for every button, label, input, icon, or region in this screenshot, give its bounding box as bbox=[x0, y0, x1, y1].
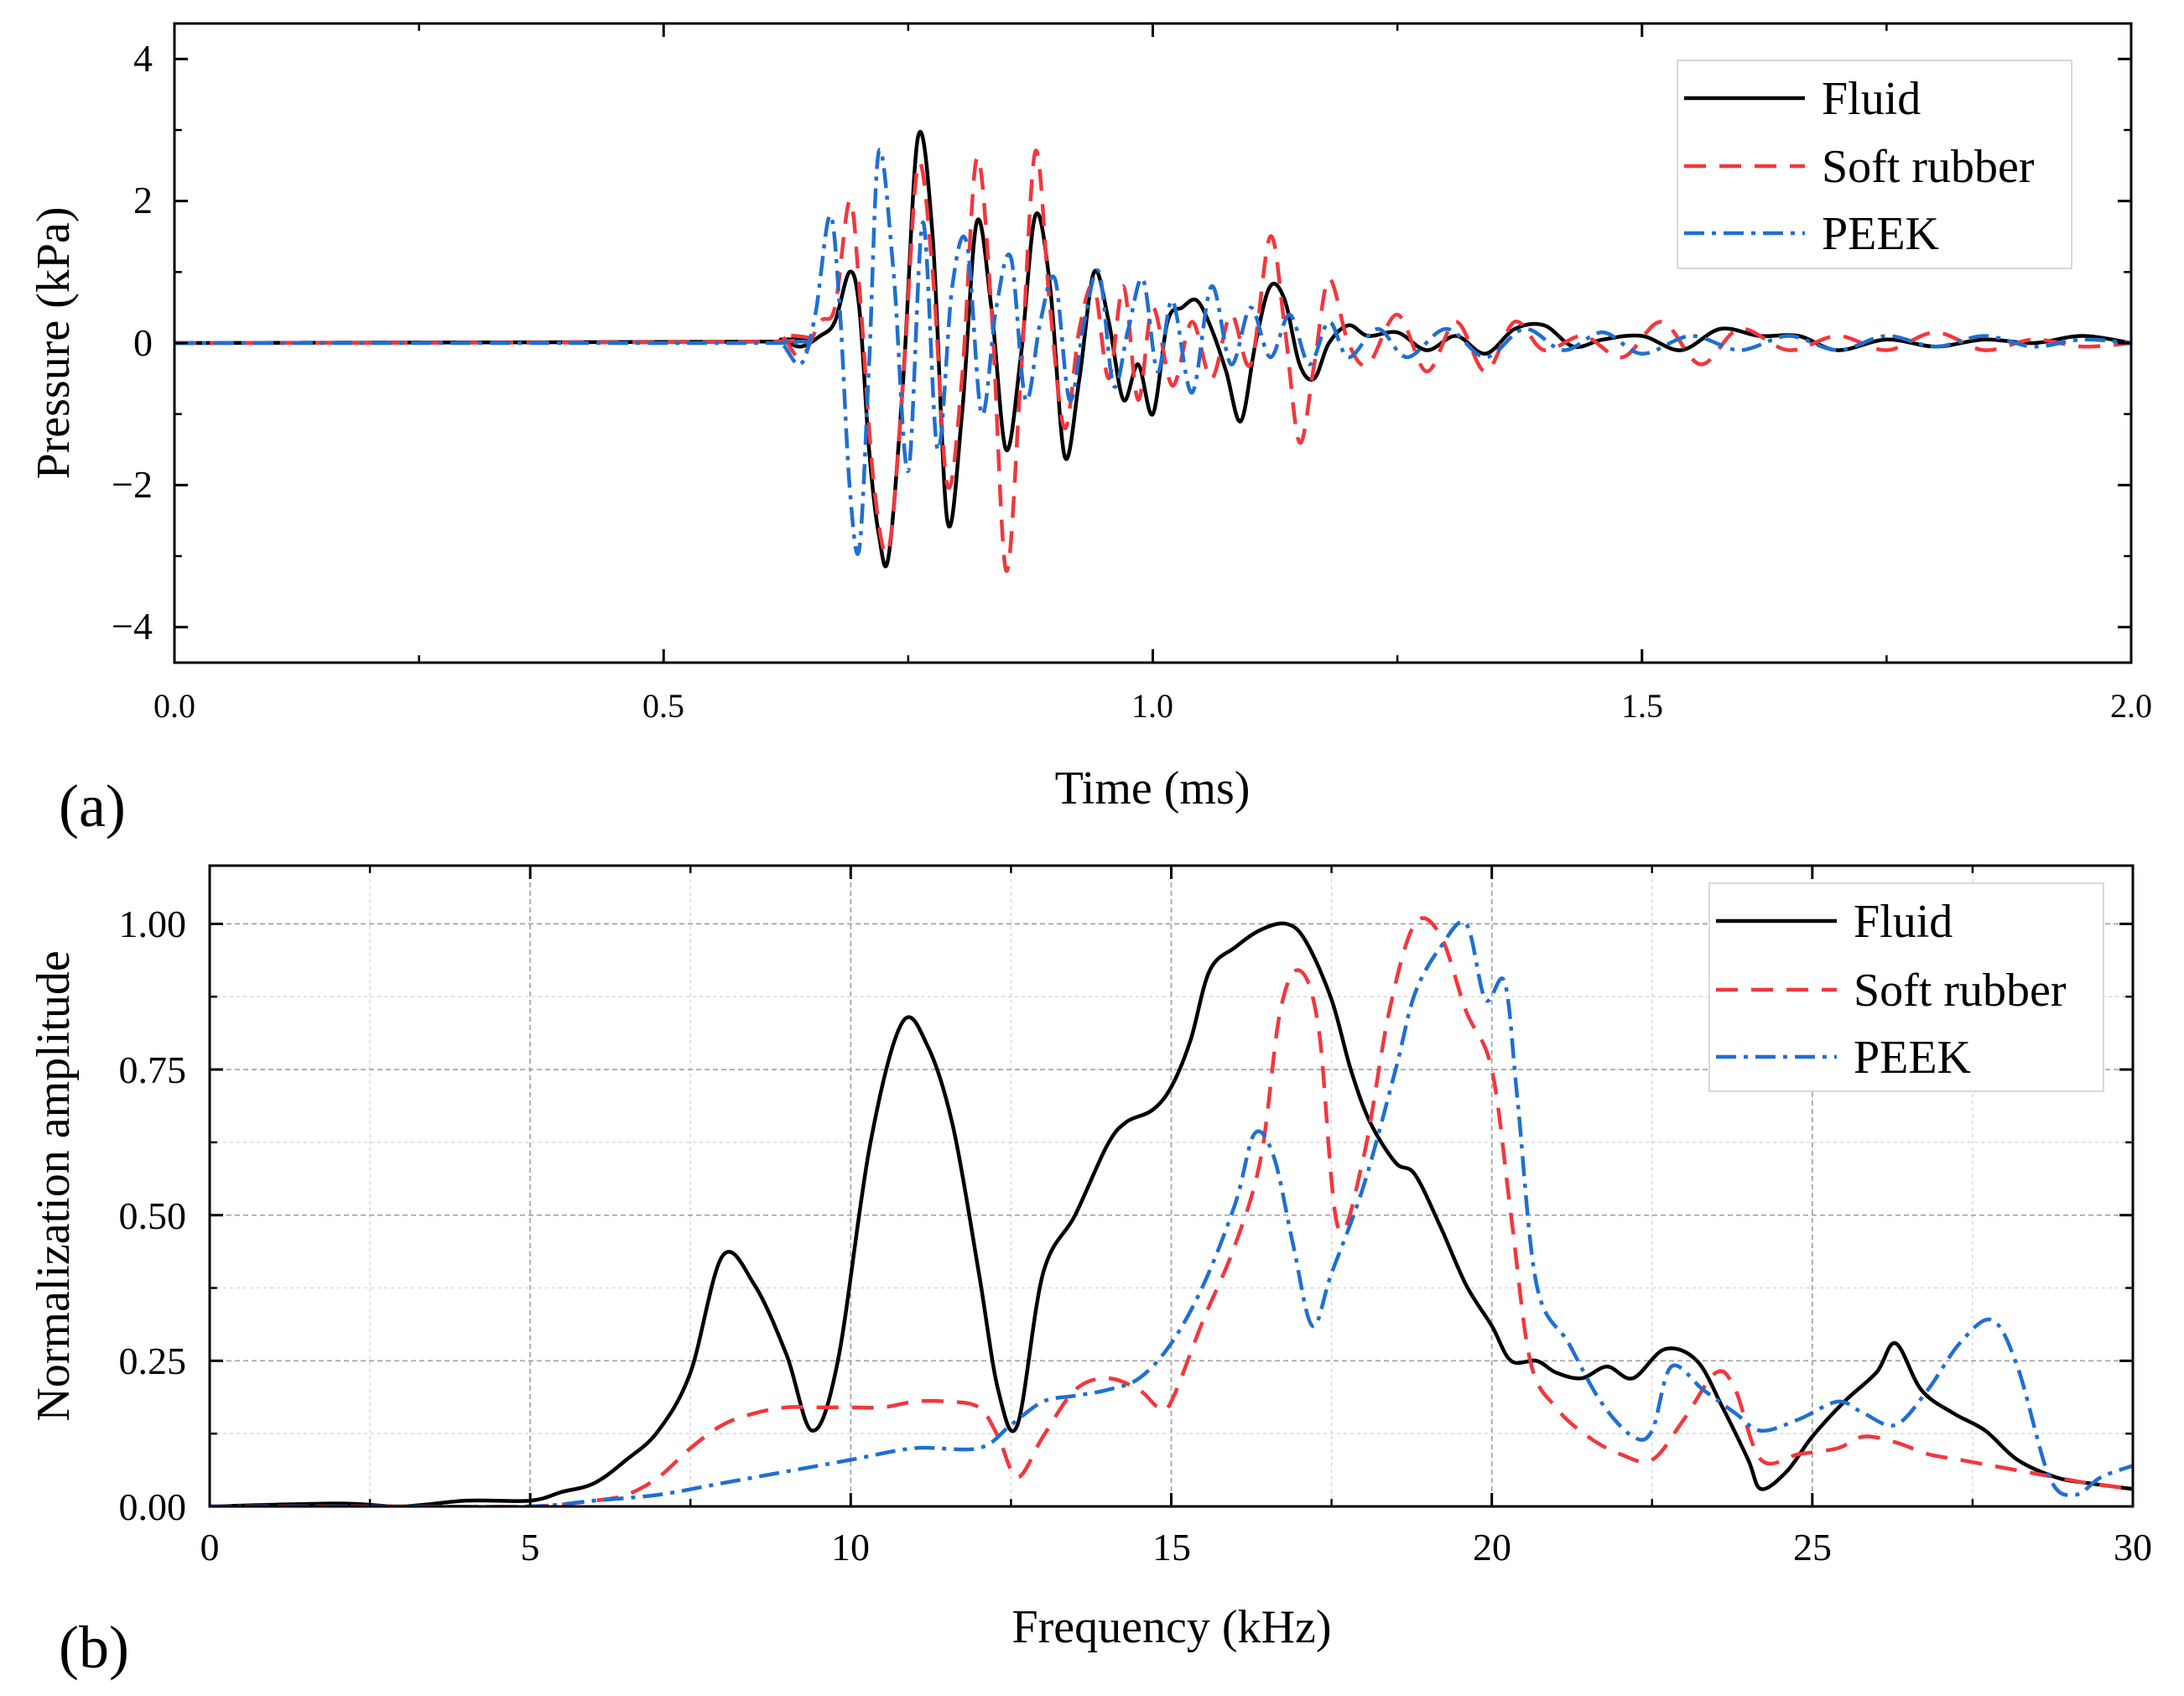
panel-b-ytick-label: 0.25 bbox=[119, 1340, 187, 1382]
panel-b-xtick-label: 10 bbox=[831, 1526, 870, 1569]
panel-b-legend: Fluid Soft rubber PEEK bbox=[1708, 882, 2104, 1092]
panel-a-ticks bbox=[173, 23, 2133, 663]
panel-a-ytick-label: 0 bbox=[133, 321, 153, 364]
panel-b-label: (b) bbox=[59, 1614, 129, 1681]
panel-b-ytick-label: 0.50 bbox=[119, 1194, 187, 1237]
series-line-peek bbox=[174, 147, 2131, 556]
panel-a-legend-label-peek: PEEK bbox=[1822, 208, 1939, 260]
panel-a-ytick-label: −4 bbox=[112, 605, 153, 648]
panel-b-legend-label-peek: PEEK bbox=[1854, 1032, 1971, 1084]
series-line-fluid bbox=[210, 921, 2133, 1506]
series-line-soft-rubber bbox=[210, 916, 2133, 1506]
panel-a-xtick-label: 2.0 bbox=[2110, 687, 2152, 725]
panel-b-xtick-label: 25 bbox=[1793, 1526, 1832, 1569]
panel-a-ytick-label: −2 bbox=[112, 463, 153, 506]
panel-b-ytick-label: 0.00 bbox=[119, 1485, 187, 1528]
panel-b-plot-area bbox=[210, 916, 2133, 1506]
panel-b-xtick-label: 30 bbox=[2114, 1526, 2152, 1569]
panel-b-ytick-label: 1.00 bbox=[119, 903, 187, 945]
panel-b-xtick-label: 5 bbox=[521, 1526, 540, 1569]
panel-a-y-axis-title: Pressure (kPa) bbox=[28, 206, 80, 479]
panel-a: 0.0 0.5 1.0 1.5 2.0 −4 −2 0 2 4 Time (ms… bbox=[28, 22, 2152, 840]
panel-a-series-group bbox=[174, 129, 2131, 573]
panel-b-x-axis-title: Frequency (kHz) bbox=[1012, 1601, 1332, 1653]
panel-a-legend-label-soft-rubber: Soft rubber bbox=[1822, 141, 2035, 193]
panel-a-x-axis-title: Time (ms) bbox=[1055, 762, 1251, 814]
panel-a-label: (a) bbox=[59, 773, 126, 840]
panel-a-plot-area bbox=[174, 129, 2131, 573]
panel-b-series-group bbox=[210, 916, 2133, 1506]
panel-b-xtick-label: 0 bbox=[200, 1526, 220, 1569]
panel-b-ytick-label: 0.75 bbox=[119, 1048, 187, 1091]
series-line-peek bbox=[210, 919, 2133, 1506]
panel-b-xtick-label: 15 bbox=[1152, 1526, 1191, 1569]
series-line-soft-rubber bbox=[174, 148, 2131, 573]
panel-a-ytick-label: 2 bbox=[133, 179, 153, 221]
panel-b-xtick-label: 20 bbox=[1473, 1526, 1511, 1569]
panel-a-xtick-label: 0.0 bbox=[153, 687, 195, 725]
panel-a-xtick-label: 0.5 bbox=[642, 687, 684, 725]
panel-b-y-axis-title: Normalization amplitude bbox=[28, 950, 80, 1421]
panel-b-legend-label-fluid: Fluid bbox=[1854, 896, 1953, 948]
panel-b: 0 5 10 15 20 25 30 0.00 0.25 0.50 0.75 1… bbox=[28, 864, 2152, 1681]
panel-a-legend: Fluid Soft rubber PEEK bbox=[1677, 60, 2072, 269]
panel-a-legend-label-fluid: Fluid bbox=[1822, 73, 1921, 125]
panel-a-xtick-label: 1.5 bbox=[1621, 687, 1663, 725]
panel-b-legend-label-soft-rubber: Soft rubber bbox=[1854, 965, 2067, 1017]
panel-a-xtick-label: 1.0 bbox=[1131, 687, 1173, 725]
panel-a-ytick-label: 4 bbox=[133, 37, 153, 80]
panel-b-ticks bbox=[208, 866, 2135, 1508]
